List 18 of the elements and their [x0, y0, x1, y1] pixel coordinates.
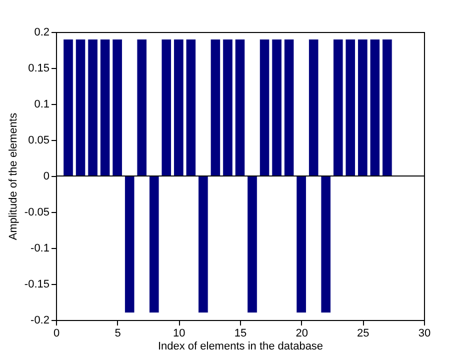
- y-tick-label: 0.1: [34, 98, 50, 110]
- y-tick-label: 0: [43, 170, 50, 182]
- y-tick-label: -0.15: [24, 278, 50, 290]
- x-tick-label: 5: [114, 328, 121, 340]
- x-tick-label: 15: [234, 328, 247, 340]
- x-tick-label: 20: [296, 328, 308, 340]
- y-tick-label: 0.15: [28, 62, 50, 74]
- x-axis-title: Index of elements in the database: [158, 340, 324, 352]
- y-tick-label: -0.05: [24, 206, 50, 218]
- y-axis-title: Amplitude of the elements: [7, 112, 20, 240]
- y-tick-label: -0.2: [30, 314, 50, 326]
- y-tick-label: 0.2: [34, 26, 50, 38]
- x-tick-label: 10: [173, 328, 186, 340]
- y-tick-label: 0.05: [28, 134, 50, 146]
- y-tick-label: -0.1: [30, 242, 50, 254]
- x-tick-label: 30: [418, 328, 431, 340]
- x-tick-label: 25: [357, 328, 370, 340]
- x-tick-label: 0: [53, 328, 60, 340]
